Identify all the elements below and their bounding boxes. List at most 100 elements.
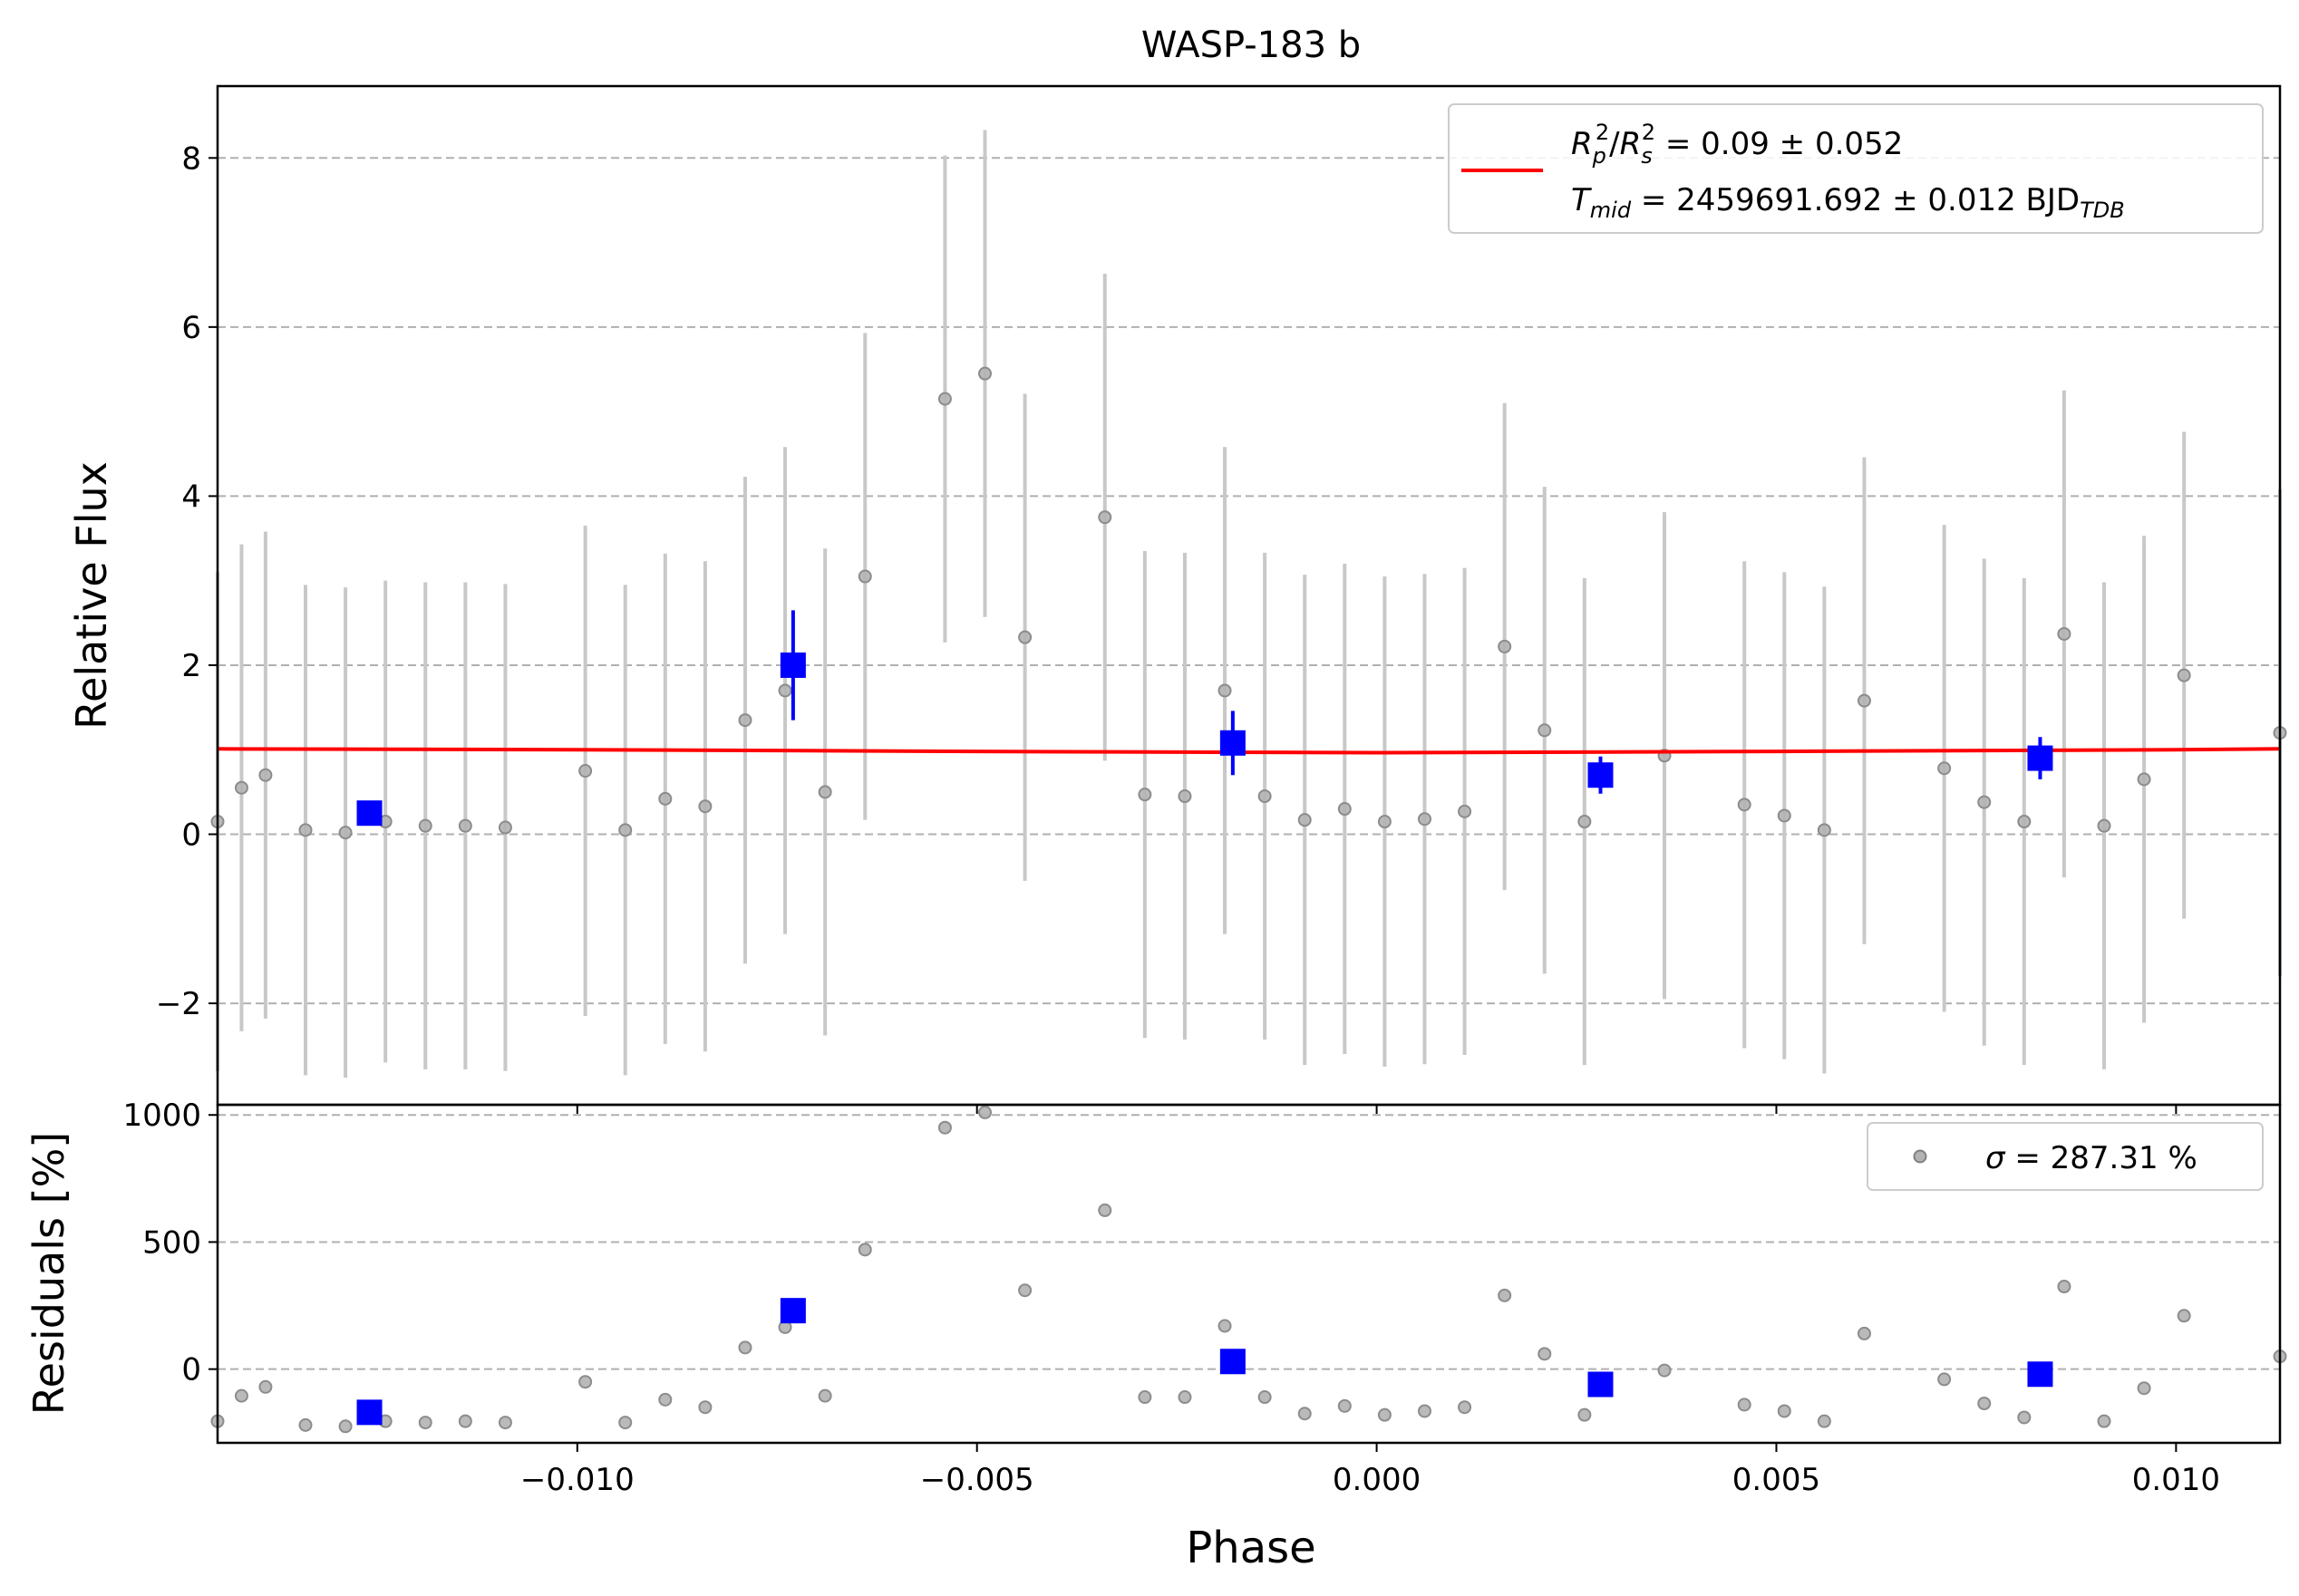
y-tick-label: 8 xyxy=(181,140,201,177)
data-point xyxy=(1217,1319,1232,1333)
data-point xyxy=(458,818,472,833)
binned-point xyxy=(2027,745,2053,771)
data-point xyxy=(2177,668,2191,682)
data-point xyxy=(698,799,713,814)
data-point xyxy=(1498,1288,1512,1302)
y-tick-label: 6 xyxy=(181,310,201,346)
data-point xyxy=(498,820,512,835)
data-point xyxy=(818,785,832,799)
y-tick-label: 1000 xyxy=(122,1098,201,1134)
data-point xyxy=(937,392,952,406)
data-point xyxy=(2177,1309,2191,1323)
data-point xyxy=(2017,1410,2032,1425)
binned-point xyxy=(1587,1371,1614,1398)
data-point xyxy=(858,1243,872,1257)
flux-panel: −2 0 2 4 6 8 Relative Flux Rp2/Rs2 = 0.09 ± 0… xyxy=(67,84,2287,1114)
data-point xyxy=(298,823,313,837)
residuals-y-ticks: 0 500 1000 xyxy=(122,1098,2178,1452)
x-tick-label: 0.005 xyxy=(1732,1462,1820,1498)
data-point xyxy=(1217,683,1232,698)
y-tick-label: −2 xyxy=(156,986,201,1022)
flux-y-axis-label: Relative Flux xyxy=(67,461,116,730)
data-point xyxy=(1857,693,1871,708)
y-tick-label: 0 xyxy=(181,817,201,854)
data-point xyxy=(1977,1397,1992,1411)
data-point xyxy=(1977,795,1992,809)
flux-y-ticks: −2 0 2 4 6 8 xyxy=(156,140,2178,1114)
residuals-legend-marker xyxy=(1913,1149,1927,1164)
data-point xyxy=(1178,1390,1192,1405)
phase-x-axis-label: Phase xyxy=(1186,1523,1315,1573)
data-point xyxy=(298,1417,313,1432)
data-point xyxy=(1417,812,1431,827)
x-tick-label: 0.010 xyxy=(2132,1462,2220,1498)
residuals-axes-frame xyxy=(216,1103,2282,1445)
flux-legend: Rp2/Rs2 = 0.09 ± 0.052 Tmid = 2459691.69… xyxy=(1448,103,2264,234)
data-point xyxy=(234,1388,248,1403)
data-point xyxy=(1337,802,1352,817)
data-point xyxy=(1577,815,1592,829)
data-point xyxy=(1857,1326,1871,1340)
data-point xyxy=(498,1416,512,1430)
y-tick-label: 2 xyxy=(181,648,201,684)
flux-legend-box xyxy=(1448,103,2264,234)
data-point xyxy=(978,366,993,381)
data-point xyxy=(1777,1404,1791,1418)
binned-point xyxy=(780,652,806,678)
data-point xyxy=(1138,1390,1152,1405)
data-point xyxy=(338,1419,353,1434)
data-point xyxy=(578,1375,593,1389)
data-point xyxy=(1377,815,1392,829)
legend-sigma-entry: σ = 287.31 % xyxy=(1985,1140,2197,1176)
data-point xyxy=(1737,798,1751,812)
residuals-gridlines xyxy=(218,1114,2280,1370)
residuals-legend: σ = 287.31 % xyxy=(1867,1122,2264,1191)
data-point xyxy=(1458,1400,1472,1415)
data-point xyxy=(1538,723,1552,738)
binned-point xyxy=(1219,730,1246,756)
data-point xyxy=(738,1340,752,1355)
data-point xyxy=(818,1388,832,1403)
data-point xyxy=(618,1416,633,1430)
legend-tmid-entry: Tmid = 2459691.692 ± 0.012 BJDTDB xyxy=(1571,182,2125,223)
data-point xyxy=(418,818,432,833)
data-point xyxy=(1737,1398,1751,1412)
x-tick-label: 0.000 xyxy=(1333,1462,1421,1498)
data-point xyxy=(578,764,593,779)
legend-depth-entry: Rp2/Rs2 = 0.09 ± 0.052 xyxy=(1571,120,1903,169)
data-point xyxy=(2137,772,2151,787)
data-point xyxy=(1817,1414,1831,1428)
data-point xyxy=(1257,1390,1272,1405)
data-point xyxy=(1538,1347,1552,1361)
residuals-panel: 0 500 1000 −0.010 −0.005 0.000 0.005 0.010 Res… xyxy=(24,1098,2287,1573)
data-point xyxy=(937,1120,952,1135)
data-point xyxy=(698,1400,713,1415)
x-tick-label: −0.005 xyxy=(920,1462,1034,1498)
data-point xyxy=(1138,788,1152,802)
data-point xyxy=(1337,1398,1352,1413)
data-point xyxy=(1937,1372,1952,1387)
data-point xyxy=(2057,626,2071,641)
data-point xyxy=(1018,630,1033,644)
data-point xyxy=(858,569,872,584)
data-point xyxy=(1098,510,1112,525)
data-point xyxy=(258,1379,273,1394)
residuals-legend-box xyxy=(1867,1122,2264,1191)
data-point xyxy=(1937,761,1952,776)
x-tick-label: −0.010 xyxy=(520,1462,635,1498)
data-point xyxy=(2097,1414,2111,1428)
data-point xyxy=(1257,789,1272,804)
residuals-data-layer xyxy=(210,1105,2287,1434)
data-point xyxy=(2057,1280,2071,1294)
data-point xyxy=(458,1414,472,1428)
residuals-y-axis-label: Residuals [%] xyxy=(24,1132,73,1415)
data-point xyxy=(1098,1203,1112,1217)
data-point xyxy=(1458,804,1472,818)
data-point xyxy=(1777,808,1791,823)
y-tick-label: 4 xyxy=(181,479,201,515)
chart-title: WASP-183 b xyxy=(1141,24,1361,66)
binned-point xyxy=(356,1399,383,1426)
binned-point xyxy=(780,1298,806,1324)
data-point xyxy=(2137,1381,2151,1396)
